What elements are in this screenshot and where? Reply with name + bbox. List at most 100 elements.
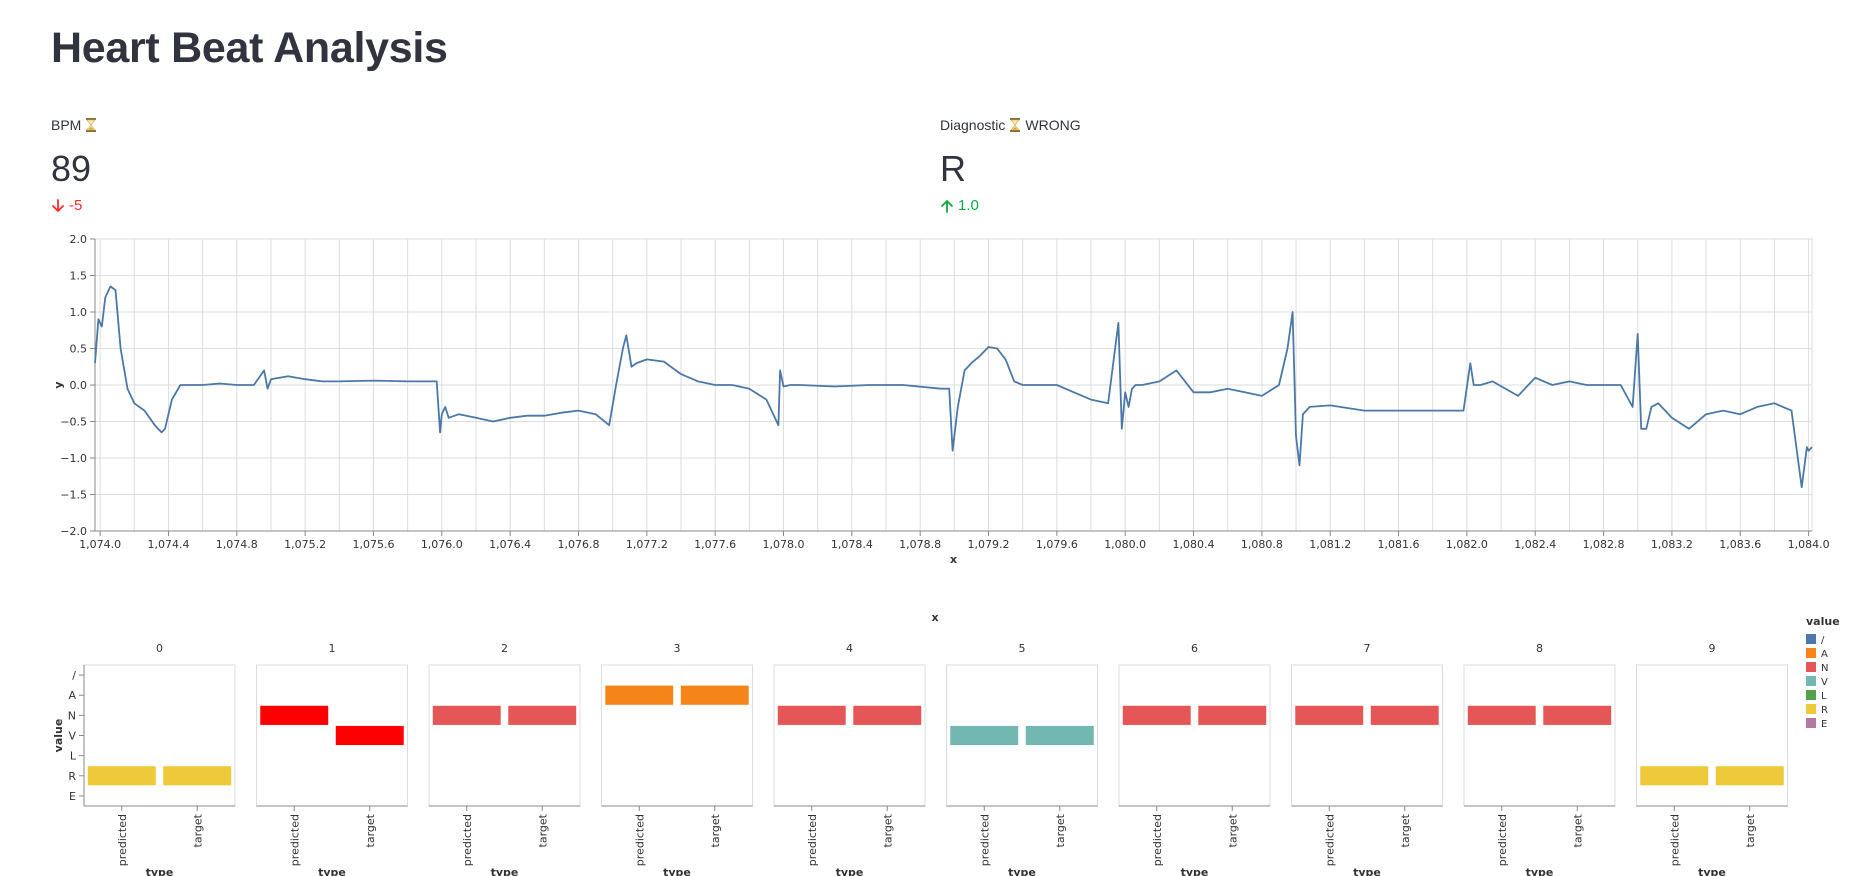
legend-label: A xyxy=(1821,649,1828,660)
cell-target xyxy=(508,705,577,725)
cell-target xyxy=(163,766,232,786)
cell-predicted xyxy=(950,725,1019,746)
x-axis-title: type xyxy=(491,866,519,876)
x-tick-label: target xyxy=(191,813,204,847)
page-title: Heart Beat Analysis xyxy=(51,24,448,72)
hourglass-icon xyxy=(1010,118,1021,132)
x-axis-title: type xyxy=(663,866,691,876)
x-tick-label: 1,077.2 xyxy=(626,538,668,551)
x-tick-label: predicted xyxy=(1151,814,1164,866)
y-tick-label: 0.5 xyxy=(70,343,88,356)
facet-label: 4 xyxy=(846,642,853,655)
x-tick-label: 1,082.0 xyxy=(1446,538,1488,551)
diagnostic-label-suffix: WRONG xyxy=(1025,117,1081,133)
x-tick-label: 1,081.2 xyxy=(1309,538,1351,551)
x-tick-label: target xyxy=(709,813,722,847)
facet-label: 8 xyxy=(1536,642,1543,655)
facet-label: 0 xyxy=(156,642,163,655)
cell-target xyxy=(680,685,749,705)
x-tick-label: 1,083.2 xyxy=(1651,538,1693,551)
x-tick-label: predicted xyxy=(288,814,301,866)
x-tick-label: predicted xyxy=(1668,814,1681,866)
x-axis-title: type xyxy=(1353,866,1381,876)
facet-header-title: x xyxy=(931,611,938,624)
diagnostic-label-row: Diagnostic WRONG xyxy=(940,115,1081,135)
x-axis-title: type xyxy=(1181,866,1209,876)
facet-panel xyxy=(1463,664,1616,807)
y-axis-title: y xyxy=(52,381,65,388)
x-tick-label: target xyxy=(881,813,894,847)
facet-label: 5 xyxy=(1019,642,1026,655)
x-tick-label: 1,084.0 xyxy=(1788,538,1830,551)
bpm-label: BPM xyxy=(51,117,82,133)
y-tick-label: −1.0 xyxy=(60,452,87,465)
facet-label: 9 xyxy=(1709,642,1716,655)
x-tick-label: 1,075.2 xyxy=(284,538,326,551)
x-tick-label: predicted xyxy=(978,814,991,866)
x-tick-label: target xyxy=(1571,813,1584,847)
legend-label: V xyxy=(1821,677,1828,688)
x-axis-title: x xyxy=(950,553,957,566)
bpm-delta-value: -5 xyxy=(69,197,83,214)
x-axis-title: type xyxy=(146,866,174,876)
legend-swatch xyxy=(1806,634,1816,644)
y-tick-label: L xyxy=(70,750,77,763)
cell-target xyxy=(1198,705,1267,725)
x-tick-label: predicted xyxy=(461,814,474,866)
x-tick-label: predicted xyxy=(633,814,646,866)
arrow-up-icon xyxy=(941,199,953,213)
x-tick-label: 1,074.4 xyxy=(147,538,189,551)
y-tick-label: 0.0 xyxy=(70,379,88,392)
cell-predicted xyxy=(605,685,674,705)
cell-predicted xyxy=(432,705,501,725)
cell-predicted xyxy=(260,705,329,725)
cell-target xyxy=(1025,725,1094,746)
legend-swatch xyxy=(1806,718,1816,728)
x-tick-label: target xyxy=(1054,813,1067,847)
x-tick-label: 1,077.6 xyxy=(694,538,736,551)
x-tick-label: 1,080.4 xyxy=(1173,538,1215,551)
legend-label: E xyxy=(1821,719,1827,730)
x-tick-label: 1,078.4 xyxy=(831,538,873,551)
x-axis-title: type xyxy=(318,866,346,876)
y-tick-label: A xyxy=(68,689,76,702)
diagnostic-metric: Diagnostic WRONG R 1.0 xyxy=(940,115,1081,214)
x-tick-label: 1,078.8 xyxy=(899,538,941,551)
bpm-metric: BPM 89 -5 xyxy=(51,115,97,214)
x-tick-label: 1,079.2 xyxy=(968,538,1010,551)
cell-predicted xyxy=(1295,705,1364,725)
hourglass-icon xyxy=(86,118,97,132)
x-tick-label: 1,081.6 xyxy=(1378,538,1420,551)
facet-label: 3 xyxy=(674,642,681,655)
x-tick-label: 1,080.0 xyxy=(1104,538,1146,551)
bpm-label-row: BPM xyxy=(51,115,97,135)
x-tick-label: target xyxy=(1744,813,1757,847)
x-tick-label: 1,074.0 xyxy=(79,538,121,551)
x-tick-label: 1,079.6 xyxy=(1036,538,1078,551)
bpm-value: 89 xyxy=(51,148,92,189)
x-tick-label: 1,083.6 xyxy=(1719,538,1761,551)
facet-label: 7 xyxy=(1364,642,1371,655)
x-axis-title: type xyxy=(1526,866,1554,876)
legend-label: / xyxy=(1821,635,1825,646)
cell-predicted xyxy=(777,705,846,725)
y-tick-label: −1.5 xyxy=(60,489,87,502)
ecg-series-line xyxy=(94,285,1813,489)
legend-swatch xyxy=(1806,676,1816,686)
cell-predicted xyxy=(87,766,156,786)
cell-target xyxy=(335,725,404,746)
y-tick-label: −0.5 xyxy=(60,416,87,429)
ecg-line-chart[interactable]: 2.0 1.5 1.0 0.5 0.0 −0.5 −1.0 −1.5 −2.01,074.0 1,… xyxy=(0,225,1855,570)
legend-title: value xyxy=(1806,615,1840,628)
x-tick-label: 1,082.8 xyxy=(1583,538,1625,551)
y-tick-label: −2.0 xyxy=(60,525,87,538)
y-tick-label: 1.5 xyxy=(70,270,88,283)
x-tick-label: 1,076.8 xyxy=(557,538,599,551)
legend-swatch xyxy=(1806,690,1816,700)
y-tick-label: R xyxy=(68,770,76,783)
facet-panel xyxy=(1291,664,1443,807)
y-tick-label: / xyxy=(72,669,76,682)
x-tick-label: 1,082.4 xyxy=(1514,538,1556,551)
x-tick-label: target xyxy=(1226,813,1239,847)
